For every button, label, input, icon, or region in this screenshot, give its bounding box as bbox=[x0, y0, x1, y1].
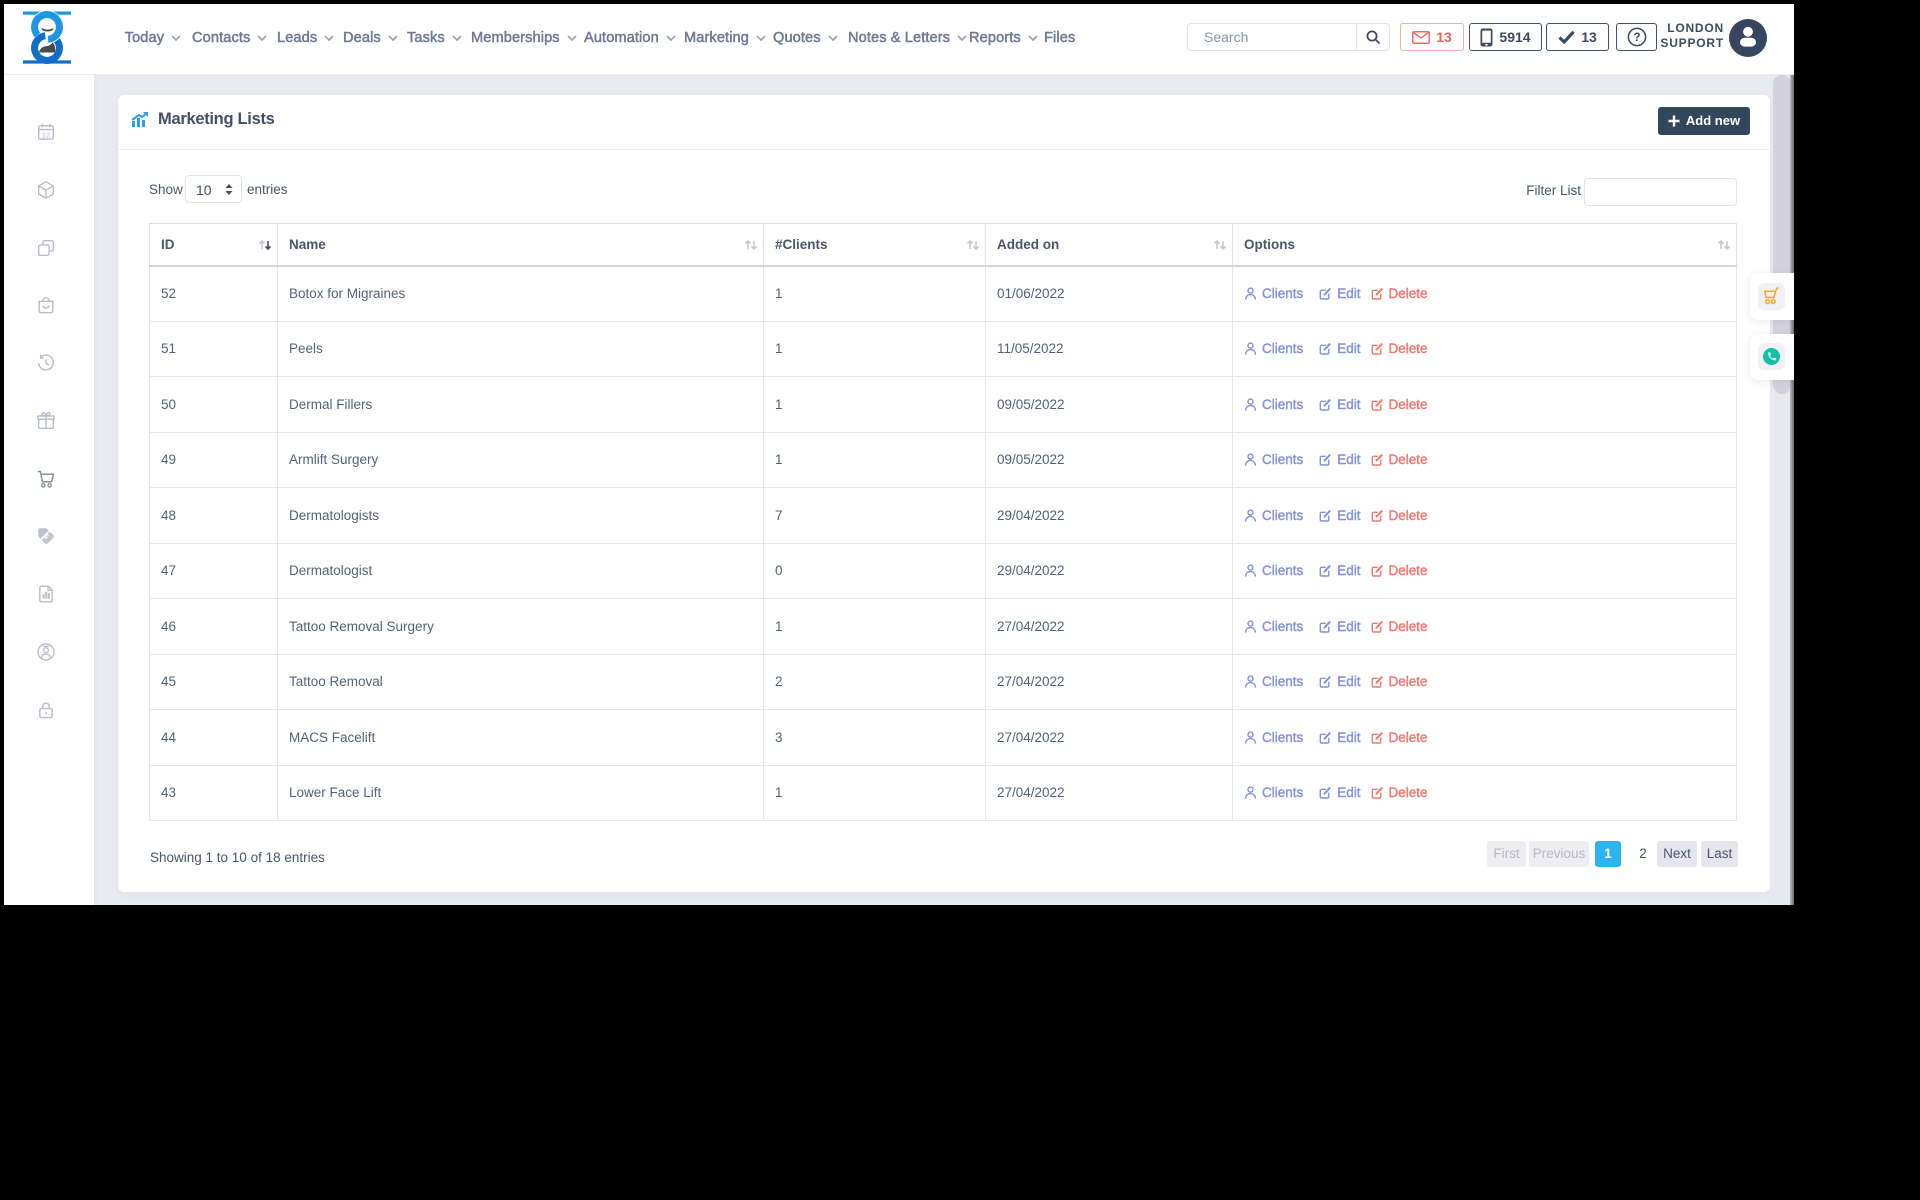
svg-text:$: $ bbox=[42, 533, 50, 541]
svg-text:12: 12 bbox=[42, 131, 50, 140]
svg-text:?: ? bbox=[1633, 32, 1640, 44]
